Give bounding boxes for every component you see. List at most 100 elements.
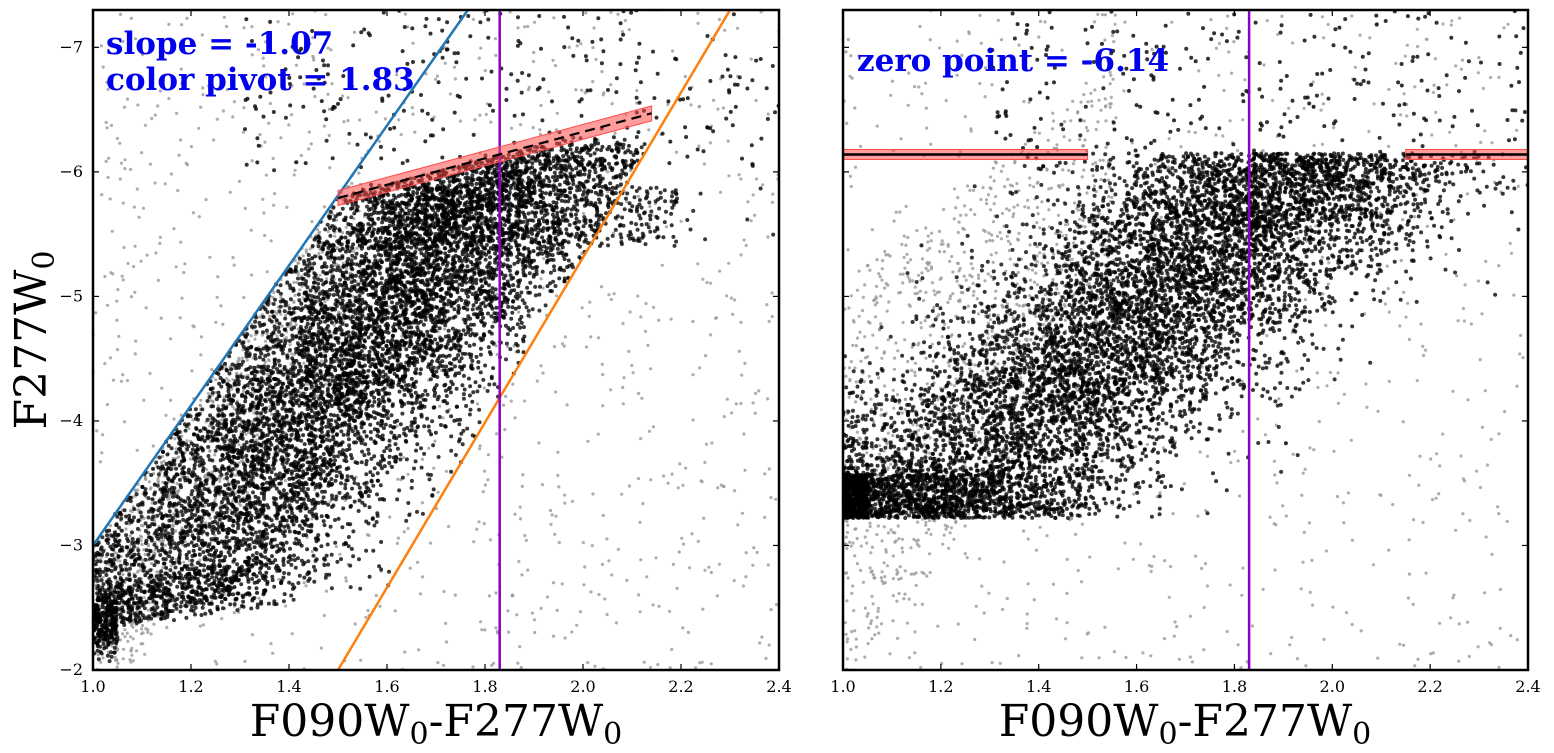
selected-star-point xyxy=(213,448,218,453)
rejected-star-point xyxy=(96,653,100,657)
rejected-star-point xyxy=(302,361,306,365)
rejected-star-point xyxy=(753,411,757,415)
rejected-star-point xyxy=(396,536,400,540)
rejected-star-point xyxy=(378,604,382,608)
rejected-star-point xyxy=(264,40,268,44)
rejected-star-point xyxy=(296,272,300,276)
rejected-star-point xyxy=(189,145,193,149)
rejected-star-point xyxy=(691,418,695,422)
rejected-star-point xyxy=(643,329,648,333)
rejected-star-point xyxy=(335,218,339,222)
rejected-star-point xyxy=(599,285,604,289)
rejected-star-point xyxy=(129,16,133,20)
rejected-star-point xyxy=(733,298,737,302)
rejected-star-point xyxy=(204,521,208,525)
rejected-star-point xyxy=(646,343,650,347)
selected-star-point xyxy=(113,567,118,572)
selected-star-point xyxy=(249,537,253,541)
rejected-star-point xyxy=(671,49,675,53)
rejected-star-point xyxy=(261,197,265,201)
rejected-star-point xyxy=(675,586,679,591)
rejected-star-point xyxy=(213,659,217,663)
rejected-star-point xyxy=(126,639,130,643)
rejected-star-point xyxy=(174,529,178,533)
rejected-star-point xyxy=(490,663,494,667)
rejected-star-point xyxy=(758,641,762,645)
rejected-star-point xyxy=(175,111,179,115)
selected-star-point xyxy=(316,244,321,249)
rejected-star-point xyxy=(225,88,229,92)
rejected-star-point xyxy=(177,488,181,493)
rejected-star-point xyxy=(240,356,244,360)
selected-star-point xyxy=(647,200,652,205)
rejected-star-point xyxy=(96,698,99,701)
rejected-star-point xyxy=(746,200,750,204)
rejected-star-point xyxy=(328,499,332,504)
rejected-star-point xyxy=(770,315,774,319)
rejected-star-point xyxy=(628,310,632,314)
rejected-star-point xyxy=(206,391,210,395)
rejected-star-point xyxy=(731,312,735,316)
rejected-star-point xyxy=(141,206,146,210)
rejected-star-point xyxy=(136,488,140,492)
rejected-star-point xyxy=(438,404,442,408)
rejected-star-point xyxy=(154,251,158,255)
rejected-star-point xyxy=(638,610,642,614)
rejected-star-point xyxy=(637,391,641,396)
selected-star-point xyxy=(519,290,524,295)
selected-star-point xyxy=(322,523,327,528)
rejected-star-point xyxy=(212,138,216,142)
selected-star-point xyxy=(518,325,523,330)
rejected-star-point xyxy=(648,204,652,209)
rejected-star-point xyxy=(131,621,135,625)
rejected-star-point xyxy=(550,513,554,517)
selected-star-point xyxy=(422,451,427,456)
rejected-star-point xyxy=(124,527,128,531)
rejected-star-point xyxy=(108,356,112,360)
rejected-star-point xyxy=(232,100,236,104)
rejected-star-point xyxy=(160,386,164,390)
rejected-star-point xyxy=(613,131,617,135)
rejected-star-point xyxy=(326,229,330,234)
selected-star-point xyxy=(206,454,211,458)
rejected-star-point xyxy=(639,437,643,441)
rejected-star-point xyxy=(92,710,95,713)
rejected-star-point xyxy=(763,472,767,476)
rejected-star-point xyxy=(115,665,119,669)
rejected-star-point xyxy=(344,225,348,229)
rejected-star-point xyxy=(594,57,598,62)
selected-star-point xyxy=(531,249,536,253)
selected-star-point xyxy=(130,530,134,535)
selected-star-point xyxy=(418,371,423,376)
rejected-star-point xyxy=(744,243,748,248)
rejected-star-point xyxy=(481,490,485,494)
rejected-star-point xyxy=(250,159,254,163)
rejected-star-point xyxy=(99,44,103,48)
rejected-star-point xyxy=(586,661,590,665)
rejected-star-point xyxy=(179,240,183,244)
selected-star-point xyxy=(403,438,408,443)
rejected-star-point xyxy=(710,441,714,445)
rejected-star-point xyxy=(639,558,643,562)
selected-star-point xyxy=(170,531,175,536)
rejected-star-point xyxy=(582,583,586,587)
rejected-star-point xyxy=(296,261,300,266)
rejected-star-point xyxy=(345,266,349,270)
rejected-star-point xyxy=(108,197,112,201)
rejected-star-point xyxy=(142,398,146,402)
rejected-star-point xyxy=(592,26,596,30)
rejected-star-point xyxy=(156,479,160,483)
rejected-star-point xyxy=(551,634,556,638)
rejected-star-point xyxy=(444,469,448,473)
rejected-star-point xyxy=(245,491,249,495)
selected-star-point xyxy=(544,191,548,196)
rejected-star-point xyxy=(95,429,99,433)
rejected-star-point xyxy=(697,144,701,148)
rejected-star-point xyxy=(346,119,350,123)
rejected-star-point xyxy=(435,74,440,78)
selected-star-point xyxy=(634,222,638,227)
selected-star-point xyxy=(669,211,674,216)
rejected-star-point xyxy=(218,479,222,483)
selected-star-point xyxy=(150,517,155,522)
selected-star-point xyxy=(528,280,533,285)
